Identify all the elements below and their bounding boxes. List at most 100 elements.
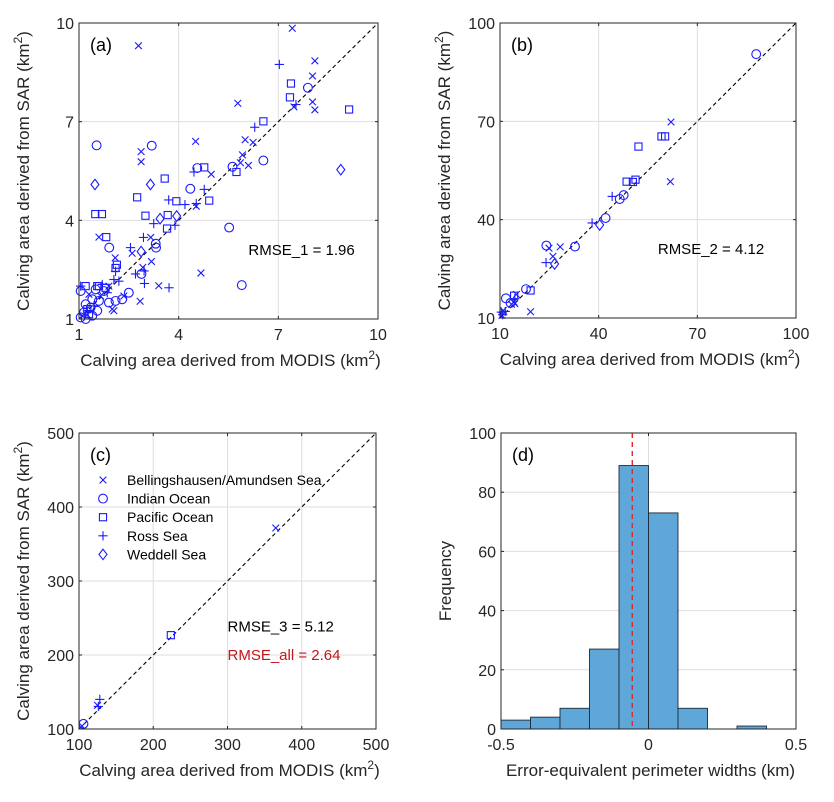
data-point-circle (258, 155, 269, 166)
data-point-x (512, 290, 521, 299)
data-points (78, 524, 280, 730)
data-point-square (133, 193, 142, 202)
data-point-x (667, 118, 675, 126)
panel-label: (d) (512, 445, 534, 465)
data-point-x (95, 233, 103, 241)
data-point-circle (110, 295, 121, 306)
histogram-bars (500, 465, 767, 730)
data-point-square (166, 631, 175, 640)
data-point-x (134, 41, 143, 50)
data-point-diamond (549, 257, 560, 271)
data-point-plus (607, 191, 617, 202)
y-tick-label: 0 (487, 722, 496, 739)
data-point-x (238, 151, 247, 159)
legend-marker-x (99, 476, 107, 484)
data-point-x (556, 243, 564, 251)
panel-label: (a) (90, 35, 112, 55)
data-point-square (631, 175, 640, 184)
data-point-x (236, 159, 245, 167)
histogram-bar (648, 512, 679, 730)
data-point-plus (125, 243, 136, 253)
data-point-square (232, 167, 241, 177)
data-point-x (120, 292, 128, 300)
data-point-x (110, 307, 118, 315)
data-point-circle (104, 242, 115, 253)
y-tick-label: 80 (478, 485, 496, 502)
legend-entry: Pacific Ocean (98, 509, 213, 525)
data-point-plus (541, 257, 551, 268)
data-point-circle (136, 268, 147, 279)
x-tick-label: 200 (140, 737, 167, 754)
axes-frame (499, 22, 797, 319)
histogram-bar (618, 465, 649, 730)
data-point-circle (505, 297, 516, 308)
y-tick-label: 400 (47, 500, 74, 517)
data-point-x (290, 103, 298, 111)
data-point-circle (521, 284, 531, 295)
data-point-x (545, 244, 553, 252)
y-axis-label: Calving area derived from SAR (km2) (11, 441, 33, 721)
legend-label: Bellingshausen/Amundsen Sea (127, 472, 322, 488)
legend-label: Ross Sea (127, 528, 188, 544)
legend-marker-square (98, 513, 108, 522)
data-point-x (111, 254, 119, 262)
data-point-plus (102, 288, 112, 298)
y-tick-label: 4 (65, 213, 74, 230)
data-point-plus (191, 198, 201, 209)
data-point-x (137, 147, 145, 156)
data-point-x (207, 170, 215, 179)
data-point-diamond (155, 212, 165, 225)
x-tick-label: 10 (491, 326, 509, 343)
data-point-circle (146, 140, 157, 151)
data-point-x (308, 98, 317, 106)
data-point-circle (224, 222, 235, 233)
data-point-plus (130, 269, 141, 279)
data-point-square (285, 93, 295, 102)
data-point-plus (180, 199, 190, 210)
data-point-circle (618, 190, 629, 201)
y-tick-label: 40 (478, 604, 496, 621)
data-point-plus (82, 306, 92, 316)
rmse-annotation: RMSE_2 = 4.12 (658, 241, 764, 258)
y-tick-label: 300 (47, 574, 74, 591)
data-point-x (241, 136, 249, 144)
data-point-square (162, 224, 172, 233)
plot-area (500, 23, 796, 318)
data-point-square (205, 196, 214, 205)
data-point-circle (93, 295, 104, 306)
histogram-bar (530, 716, 561, 730)
x-axis-label: Calving area derived from MODIS (km2) (500, 347, 801, 369)
panel-label: (b) (511, 35, 533, 55)
y-tick-label: 40 (477, 213, 495, 230)
reference-line-1to1 (78, 22, 379, 320)
data-point-x (136, 297, 144, 305)
y-tick-label: 70 (477, 114, 495, 131)
x-tick-label: 40 (590, 326, 608, 343)
data-point-x (666, 177, 675, 186)
data-point-plus (149, 219, 159, 229)
data-point-circle (150, 238, 161, 249)
data-point-x (147, 257, 156, 266)
data-point-square (628, 177, 637, 187)
data-point-x (128, 249, 136, 257)
data-point-square (344, 105, 354, 114)
y-tick-label: 7 (65, 115, 74, 132)
y-tick-label: 1 (65, 312, 74, 329)
data-point-square (259, 117, 268, 126)
y-tick-label: 60 (478, 544, 496, 561)
data-point-x (197, 269, 205, 277)
data-point-plus (164, 195, 174, 205)
data-point-x (311, 106, 319, 114)
data-points (75, 24, 354, 324)
data-point-x (311, 57, 319, 65)
panel-b: RMSE_2 = 4.12 10 40 70 100 10 40 70 100 (b) Calvin… (432, 16, 809, 369)
data-point-circle (541, 240, 552, 251)
data-point-circle (751, 49, 762, 60)
panel-label: (c) (90, 445, 111, 465)
data-point-circle (123, 287, 134, 298)
data-point-x (154, 282, 163, 290)
x-tick-label: 70 (688, 326, 706, 343)
legend-marker-diamond (98, 548, 108, 561)
data-point-square (102, 232, 111, 242)
data-point-square (160, 174, 169, 183)
